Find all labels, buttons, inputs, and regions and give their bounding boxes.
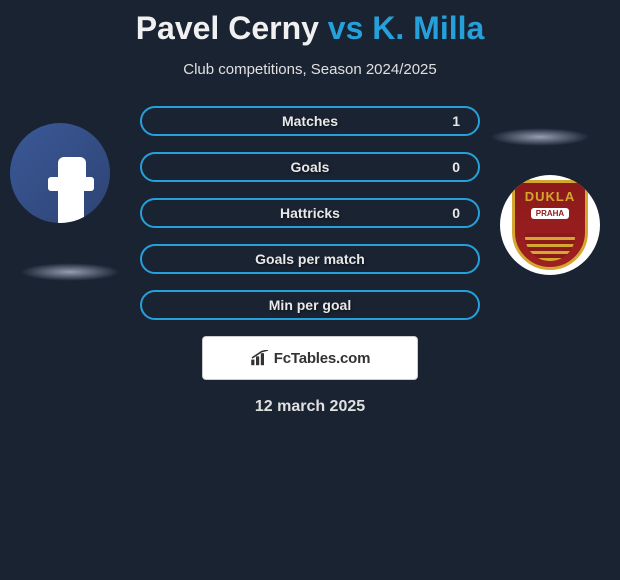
stat-row-hattricks: Hattricks 0	[140, 198, 480, 228]
player2-shadow	[490, 128, 590, 146]
stat-label: Min per goal	[269, 297, 351, 313]
vs-separator: vs	[328, 10, 364, 46]
stat-value-right: 0	[452, 205, 460, 221]
stat-row-goals: Goals 0	[140, 152, 480, 182]
stat-label: Matches	[282, 113, 338, 129]
page-title: Pavel Cerny vs K. Milla	[0, 10, 620, 47]
facebook-icon	[10, 123, 110, 223]
stat-row-matches: Matches 1	[140, 106, 480, 136]
stat-value-right: 1	[452, 113, 460, 129]
stat-row-min-per-goal: Min per goal	[140, 290, 480, 320]
chart-icon	[250, 350, 270, 366]
stat-label: Goals per match	[255, 251, 365, 267]
comparison-card: Pavel Cerny vs K. Milla Club competition…	[0, 0, 620, 580]
player1-shadow	[20, 263, 120, 281]
stats-container: Matches 1 Goals 0 Hattricks 0 Goals per …	[140, 106, 480, 320]
player1-avatar	[10, 123, 110, 223]
player1-name: Pavel Cerny	[136, 10, 319, 46]
stat-value-right: 0	[452, 159, 460, 175]
badge-city-name: PRAHA	[531, 208, 569, 219]
badge-club-name: DUKLA	[525, 189, 576, 204]
subtitle: Club competitions, Season 2024/2025	[0, 61, 620, 78]
date-label: 12 march 2025	[0, 398, 620, 416]
dukla-badge-icon: ★ DUKLA PRAHA	[512, 180, 588, 270]
stat-row-goals-per-match: Goals per match	[140, 244, 480, 274]
stat-label: Hattricks	[280, 205, 340, 221]
watermark-text: FcTables.com	[274, 350, 371, 367]
watermark-badge: FcTables.com	[202, 336, 418, 380]
player2-name: K. Milla	[372, 10, 484, 46]
stat-label: Goals	[291, 159, 330, 175]
player2-avatar: ★ DUKLA PRAHA	[500, 175, 600, 275]
